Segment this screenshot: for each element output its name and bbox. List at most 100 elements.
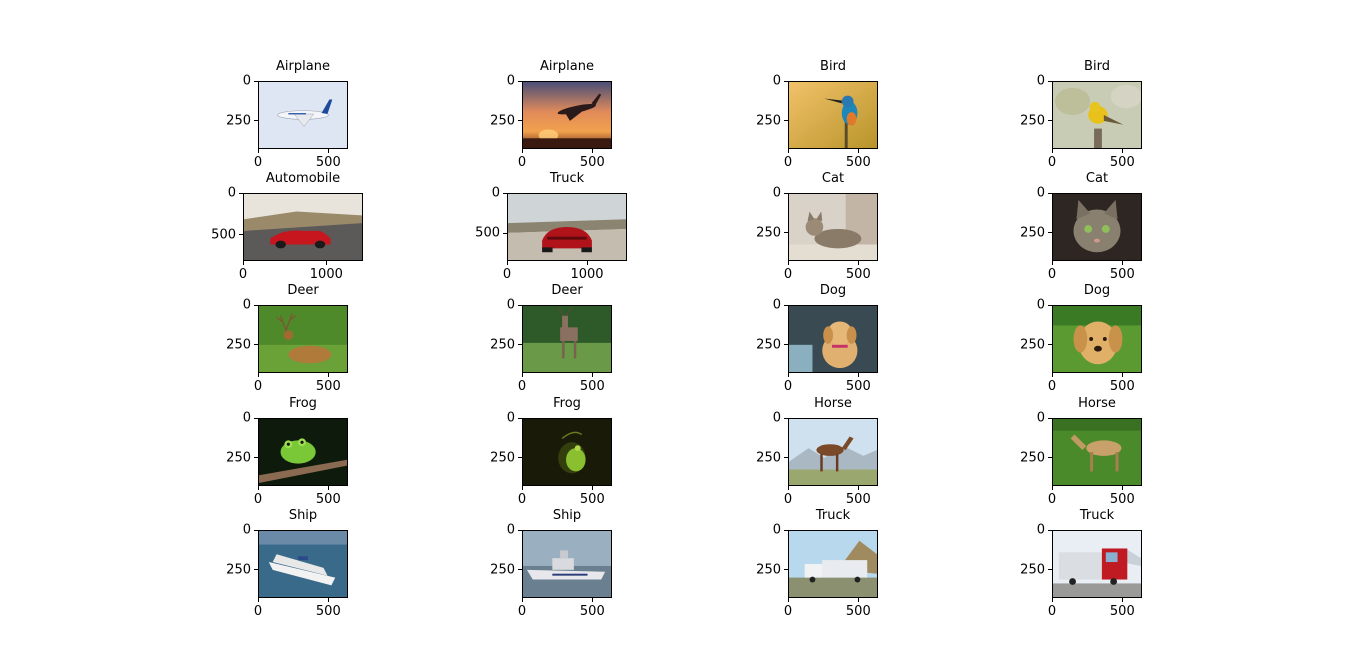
y-tick-mark bbox=[254, 344, 258, 346]
y-tick-mark bbox=[503, 232, 507, 234]
photo-deer-lying bbox=[259, 306, 347, 372]
x-tick-label: 0 bbox=[783, 604, 793, 619]
photo-patrol-boat bbox=[523, 531, 611, 597]
x-tick-label: 500 bbox=[845, 267, 871, 282]
y-tick-mark bbox=[784, 529, 788, 531]
y-tick-mark bbox=[518, 80, 522, 82]
y-tick-label: 0 bbox=[227, 185, 236, 201]
y-tick-label: 250 bbox=[226, 562, 251, 578]
y-tick-mark bbox=[784, 417, 788, 419]
x-tick-label: 500 bbox=[579, 492, 605, 507]
subplot-image bbox=[258, 81, 348, 149]
y-tick-label: 0 bbox=[242, 410, 251, 426]
y-tick-label: 250 bbox=[490, 337, 515, 353]
photo-cat-face bbox=[1053, 194, 1141, 260]
subplot-title: Truck bbox=[1079, 508, 1115, 523]
x-tick-label: 500 bbox=[845, 492, 871, 507]
y-tick-mark bbox=[254, 529, 258, 531]
y-tick-mark bbox=[1048, 344, 1052, 346]
subplot-image bbox=[1052, 193, 1142, 261]
x-tick-mark bbox=[1051, 261, 1053, 265]
y-tick-mark bbox=[254, 417, 258, 419]
subplot-title: Truck bbox=[549, 171, 585, 186]
photo-red-car-road bbox=[244, 194, 362, 260]
y-tick-label: 250 bbox=[490, 113, 515, 129]
y-tick-mark bbox=[784, 232, 788, 234]
subplot-image bbox=[788, 530, 878, 598]
y-tick-label: 250 bbox=[1020, 113, 1045, 129]
subplot-image bbox=[258, 530, 348, 598]
y-tick-label: 250 bbox=[1020, 337, 1045, 353]
subplot-image bbox=[1052, 305, 1142, 373]
x-tick-mark bbox=[591, 373, 593, 377]
y-tick-label: 250 bbox=[1020, 450, 1045, 466]
x-tick-mark bbox=[521, 598, 523, 602]
x-tick-label: 500 bbox=[579, 604, 605, 619]
x-tick-mark bbox=[325, 261, 327, 265]
y-tick-mark bbox=[784, 344, 788, 346]
x-tick-label: 1000 bbox=[570, 267, 604, 282]
subplot-image bbox=[522, 81, 612, 149]
y-tick-label: 250 bbox=[756, 225, 781, 241]
y-tick-mark bbox=[784, 192, 788, 194]
y-tick-label: 250 bbox=[756, 450, 781, 466]
y-tick-mark bbox=[784, 120, 788, 122]
photo-airplane-sky bbox=[259, 82, 347, 148]
y-tick-mark bbox=[518, 417, 522, 419]
x-tick-mark bbox=[521, 149, 523, 153]
x-tick-mark bbox=[787, 149, 789, 153]
subplot-image bbox=[522, 418, 612, 486]
x-tick-mark bbox=[1121, 149, 1123, 153]
photo-horse-field bbox=[1053, 419, 1141, 485]
x-tick-label: 500 bbox=[1109, 155, 1135, 170]
y-tick-label: 250 bbox=[226, 337, 251, 353]
x-tick-label: 0 bbox=[783, 492, 793, 507]
photo-frog-branch bbox=[259, 419, 347, 485]
subplot-image bbox=[258, 305, 348, 373]
subplot-title: Cat bbox=[821, 171, 845, 186]
x-tick-label: 0 bbox=[517, 155, 527, 170]
x-tick-label: 0 bbox=[1047, 604, 1057, 619]
subplot-title: Bird bbox=[820, 59, 846, 74]
subplot-title: Deer bbox=[551, 283, 583, 298]
x-tick-label: 500 bbox=[845, 604, 871, 619]
y-tick-label: 0 bbox=[242, 297, 251, 313]
y-tick-label: 0 bbox=[772, 73, 781, 89]
x-tick-label: 0 bbox=[517, 379, 527, 394]
x-tick-mark bbox=[857, 598, 859, 602]
subplot-image bbox=[1052, 530, 1142, 598]
subplot-title: Frog bbox=[289, 396, 317, 411]
x-tick-label: 0 bbox=[1047, 267, 1057, 282]
x-tick-mark bbox=[857, 373, 859, 377]
y-tick-label: 0 bbox=[491, 185, 500, 201]
subplot-image bbox=[788, 81, 878, 149]
subplot-image bbox=[788, 305, 878, 373]
subplot-title: Dog bbox=[1083, 283, 1111, 298]
y-tick-label: 0 bbox=[1036, 297, 1045, 313]
x-tick-mark bbox=[787, 373, 789, 377]
y-tick-label: 0 bbox=[1036, 185, 1045, 201]
y-tick-label: 0 bbox=[506, 73, 515, 89]
y-tick-label: 250 bbox=[1020, 225, 1045, 241]
subplot-title: Truck bbox=[815, 508, 851, 523]
y-tick-label: 250 bbox=[226, 113, 251, 129]
x-tick-label: 500 bbox=[579, 379, 605, 394]
x-tick-label: 0 bbox=[253, 155, 263, 170]
x-tick-label: 500 bbox=[579, 155, 605, 170]
x-tick-mark bbox=[787, 486, 789, 490]
subplot-image bbox=[788, 193, 878, 261]
x-tick-label: 500 bbox=[1109, 379, 1135, 394]
subplot-image bbox=[258, 418, 348, 486]
y-tick-label: 0 bbox=[506, 522, 515, 538]
x-tick-label: 0 bbox=[253, 492, 263, 507]
x-tick-mark bbox=[591, 598, 593, 602]
subplot-image bbox=[788, 418, 878, 486]
x-tick-mark bbox=[1051, 373, 1053, 377]
subplot-title: Airplane bbox=[540, 59, 594, 74]
x-tick-mark bbox=[1051, 598, 1053, 602]
subplot-title: Horse bbox=[814, 396, 852, 411]
x-tick-label: 0 bbox=[783, 267, 793, 282]
subplot-title: Airplane bbox=[276, 59, 330, 74]
y-tick-mark bbox=[239, 192, 243, 194]
x-tick-label: 1000 bbox=[309, 267, 343, 282]
